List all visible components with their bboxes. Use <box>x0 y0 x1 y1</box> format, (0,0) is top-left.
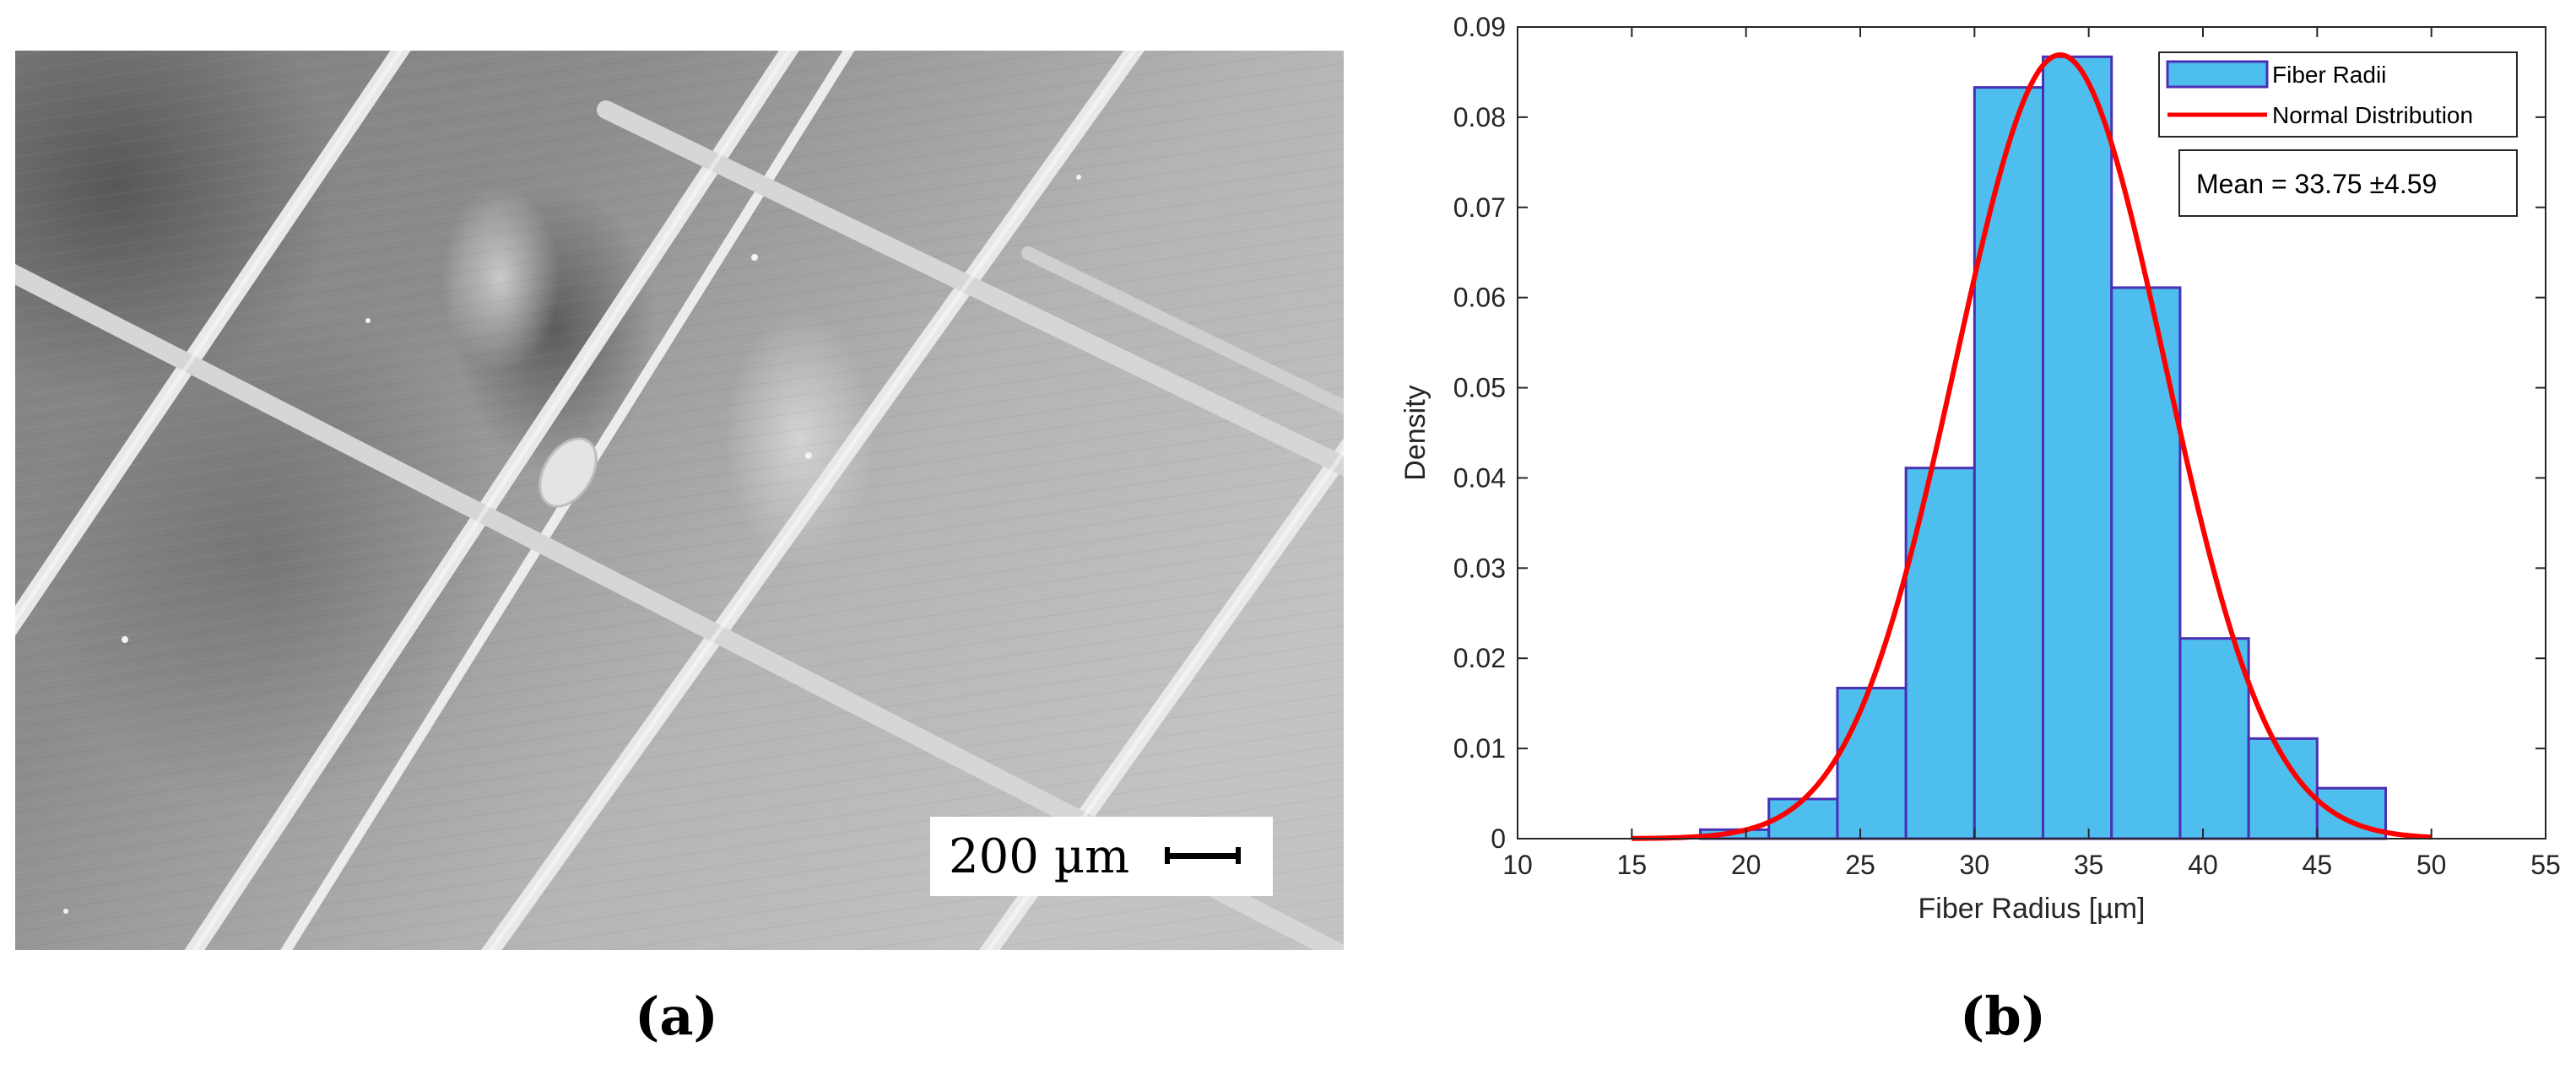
normal-distribution-curve <box>1632 51 2432 841</box>
mean-annotation: Mean = 33.75 ±4.59 <box>2178 149 2518 217</box>
x-tick-label: 50 <box>2416 850 2447 880</box>
scale-bar-label: 200 µm <box>949 829 1130 884</box>
y-tick-label: 0.06 <box>1453 283 1506 313</box>
x-axis-label: Fiber Radius [µm] <box>1918 893 2146 925</box>
x-tick-label: 25 <box>1845 850 1875 880</box>
histogram-chart: 10 15 20 25 30 35 40 45 50 55 0 0.01 0.02 0.03 0.04 0.0… <box>1399 12 2561 925</box>
y-tick-label: 0.09 <box>1453 12 1506 42</box>
histogram-bar <box>1973 86 2045 840</box>
y-tick-label: 0.02 <box>1453 643 1506 673</box>
y-tick-label: 0.05 <box>1453 373 1506 403</box>
x-tick-label: 15 <box>1617 850 1648 880</box>
axis-ticks: 10 15 20 25 30 35 40 45 50 55 0 0.01 0.02 0.03 0.04 0.0… <box>1453 12 2561 880</box>
y-axis-label: Density <box>1399 385 1431 480</box>
scale-bar-line <box>1165 847 1241 864</box>
sem-image <box>15 51 1344 950</box>
legend-label-normal-distribution: Normal Distribution <box>2272 102 2473 128</box>
x-tick-label: 30 <box>1960 850 1990 880</box>
histogram-bar <box>2178 637 2250 840</box>
y-tick-label: 0.04 <box>1453 462 1506 493</box>
legend-label-fiber-radii: Fiber Radii <box>2272 62 2386 88</box>
panel-label-b: (b) <box>1960 985 2047 1047</box>
y-tick-label: 0 <box>1491 823 1506 854</box>
histogram-bar <box>2110 286 2182 840</box>
y-tick-label: 0.01 <box>1453 733 1506 764</box>
x-tick-label: 35 <box>2074 850 2104 880</box>
x-tick-label: 20 <box>1731 850 1762 880</box>
y-tick-label: 0.03 <box>1453 553 1506 583</box>
normal-curve-layer <box>1632 51 2432 841</box>
x-tick-label: 45 <box>2303 850 2333 880</box>
mean-annotation-box <box>2178 149 2518 217</box>
mean-annotation-text: Mean = 33.75 ±4.59 <box>2196 169 2437 199</box>
axes-box <box>1517 26 2546 840</box>
panel-label-a: (a) <box>635 985 718 1047</box>
scale-bar: 200 µm <box>930 817 1273 896</box>
x-tick-label: 10 <box>1502 850 1533 880</box>
x-tick-label: 40 <box>2188 850 2218 880</box>
y-tick-label: 0.07 <box>1453 192 1506 223</box>
x-tick-label: 55 <box>2530 850 2561 880</box>
legend: Fiber Radii Normal Distribution <box>2158 51 2518 138</box>
y-tick-label: 0.08 <box>1453 102 1506 132</box>
histogram-bar <box>2042 55 2113 840</box>
histogram-bar <box>1836 686 1908 840</box>
legend-swatch-fiber-radii <box>2166 60 2269 89</box>
sem-micrograph: 200 µm <box>15 51 1344 950</box>
